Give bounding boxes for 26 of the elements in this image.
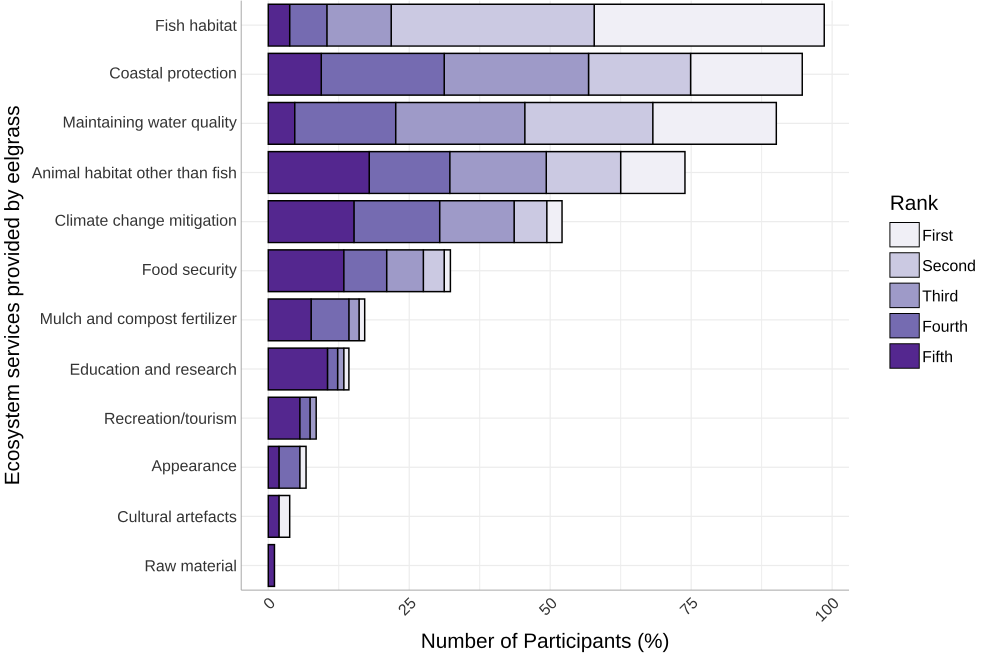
y-tick-label: Mulch and compost fertilizer (41, 312, 237, 328)
legend-label: First (923, 229, 953, 241)
legend-label: Second (922, 259, 975, 272)
y-tick-label: Maintaining water quality (64, 116, 237, 131)
y-tick-label: Cultural artefacts (118, 510, 236, 522)
legend-label: Third (922, 290, 958, 302)
y-axis-title: Ecosystem services provided by eelgrass (4, 106, 24, 484)
y-tick-label: Education and research (70, 363, 236, 375)
y-tick-label: Raw material (146, 560, 236, 572)
legend-title: Rank (892, 194, 938, 210)
legend-label: Fourth (923, 320, 967, 332)
x-tick-label: 25 (398, 597, 416, 616)
x-tick-label: 100 (816, 598, 838, 622)
x-tick-label: 50 (538, 598, 556, 615)
x-axis-title: Number of Participants (%) (422, 632, 668, 652)
x-tick-label: 75 (679, 597, 698, 614)
y-tick-label: Climate change mitigation (55, 214, 236, 229)
y-tick-label: Appearance (152, 460, 236, 474)
x-tick-label: 0 (264, 598, 274, 608)
y-tick-label: Animal habitat other than fish (32, 166, 236, 178)
y-tick-label: Food security (143, 263, 237, 278)
legend-label: Fifth (923, 350, 952, 362)
y-tick-label: Coastal protection (110, 66, 236, 82)
y-tick-label: Fish habitat (156, 19, 237, 31)
bar (268, 544, 276, 588)
y-tick-label: Recreation/tourism (105, 412, 236, 424)
